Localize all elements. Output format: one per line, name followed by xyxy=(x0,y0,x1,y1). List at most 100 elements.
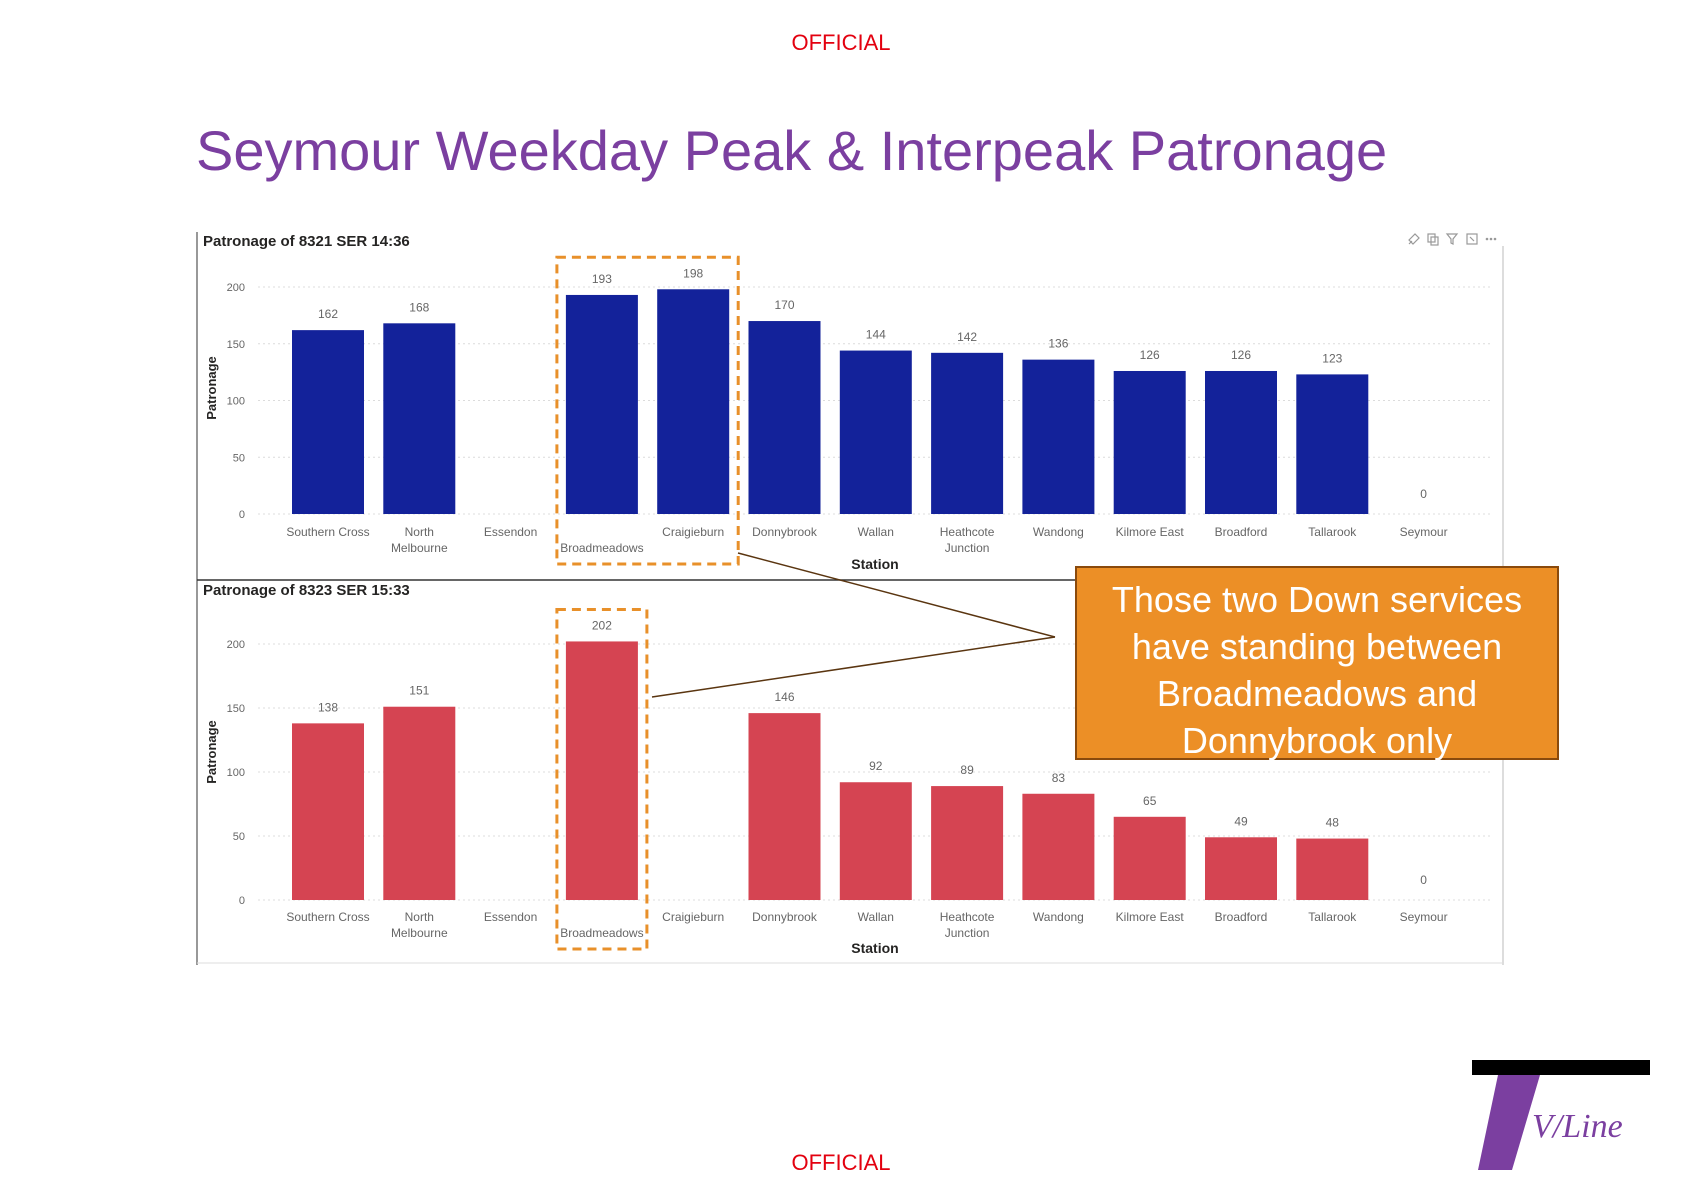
x-tick-label: Essendon xyxy=(484,525,537,539)
classification-label-top: OFFICIAL xyxy=(791,30,891,55)
x-tick-label: Junction xyxy=(945,926,990,940)
data-label: 170 xyxy=(774,298,794,312)
callout-pointer-line-2 xyxy=(651,636,1056,698)
x-tick-label: Donnybrook xyxy=(752,910,818,924)
chart-1: 0 50 100 150 200 162 Southern Cross 168 North Mel… xyxy=(227,255,1492,566)
callout-pointer-line-1 xyxy=(737,552,1056,638)
data-label: 126 xyxy=(1140,348,1160,362)
x-tick-label: Tallarook xyxy=(1308,910,1357,924)
bar-wandong[interactable] xyxy=(1022,793,1095,900)
bar-kilmore-east[interactable] xyxy=(1113,816,1186,900)
copy-icon[interactable] xyxy=(1427,233,1439,246)
data-label: 126 xyxy=(1231,348,1251,362)
data-label: 138 xyxy=(318,700,338,714)
bar-north-melbourne[interactable] xyxy=(383,706,456,900)
x-tick-label: Craigieburn xyxy=(662,525,724,539)
data-label: 123 xyxy=(1322,351,1342,365)
bar-broadford[interactable] xyxy=(1205,370,1277,514)
logo-t-mark xyxy=(1478,1075,1540,1170)
x-tick-label: Kilmore East xyxy=(1116,910,1185,924)
bar-tallarook[interactable] xyxy=(1296,838,1369,900)
x-tick-label: Broadmeadows xyxy=(560,541,643,555)
x-tick-label: Broadford xyxy=(1215,525,1268,539)
data-label: 89 xyxy=(960,763,974,777)
bar-broadford[interactable] xyxy=(1205,837,1277,900)
data-label: 142 xyxy=(957,330,977,344)
bar-craigieburn[interactable] xyxy=(657,289,730,514)
bar-north-melbourne[interactable] xyxy=(383,323,456,514)
data-label: 136 xyxy=(1048,337,1068,351)
y-tick-label: 150 xyxy=(227,703,245,715)
bar-southern-cross[interactable] xyxy=(292,723,364,900)
y-tick-label: 100 xyxy=(227,767,245,779)
more-options-icon[interactable] xyxy=(1485,237,1497,241)
data-label: 193 xyxy=(592,272,612,286)
filter-icon[interactable] xyxy=(1445,233,1459,245)
data-label: 202 xyxy=(592,618,612,632)
x-tick-label: Melbourne xyxy=(391,541,448,555)
y-tick-label: 100 xyxy=(227,396,245,408)
x-tick-label: Melbourne xyxy=(391,926,448,940)
x-tick-label: Kilmore East xyxy=(1116,525,1185,539)
bar-wandong[interactable] xyxy=(1022,359,1095,514)
chart-2-y-axis-label: Patronage xyxy=(204,720,219,784)
data-label: 144 xyxy=(866,328,886,342)
x-tick-label: Heathcote xyxy=(940,525,995,539)
y-tick-label: 0 xyxy=(239,509,245,521)
data-label: 168 xyxy=(409,300,429,314)
highlight-box xyxy=(555,607,649,951)
y-tick-label: 200 xyxy=(227,282,245,294)
bar-donnybrook[interactable] xyxy=(748,321,821,514)
data-label: 162 xyxy=(318,307,338,321)
y-tick-label: 0 xyxy=(239,895,245,907)
x-tick-label: Wallan xyxy=(858,910,894,924)
x-tick-label: Seymour xyxy=(1400,525,1448,539)
x-tick-label: Southern Cross xyxy=(286,525,369,539)
data-label: 146 xyxy=(774,690,794,704)
bar-tallarook[interactable] xyxy=(1296,374,1369,514)
x-tick-label: Heathcote xyxy=(940,910,995,924)
x-tick-label: North xyxy=(405,525,434,539)
y-tick-label: 200 xyxy=(227,639,245,651)
x-tick-label: North xyxy=(405,910,434,924)
data-label: 65 xyxy=(1143,794,1157,808)
x-tick-label: Broadmeadows xyxy=(560,926,643,940)
pin-icon[interactable] xyxy=(1408,233,1420,245)
y-tick-label: 50 xyxy=(233,452,245,464)
chart-2-title: Patronage of 8323 SER 15:33 xyxy=(203,582,410,599)
x-tick-label: Essendon xyxy=(484,910,537,924)
x-tick-label: Broadford xyxy=(1215,910,1268,924)
bar-wallan[interactable] xyxy=(839,782,912,900)
bar-southern-cross[interactable] xyxy=(292,330,364,514)
chart-1-y-axis-label: Patronage xyxy=(204,356,219,420)
x-tick-label: Wandong xyxy=(1033,525,1084,539)
bar-donnybrook[interactable] xyxy=(748,713,821,900)
bar-broadmeadows[interactable] xyxy=(565,294,638,514)
x-tick-label: Seymour xyxy=(1400,910,1448,924)
callout-box: Those two Down services have standing be… xyxy=(1075,566,1559,761)
data-label: 92 xyxy=(869,759,883,773)
bar-heathcote-junction[interactable] xyxy=(931,352,1004,514)
x-tick-label: Tallarook xyxy=(1308,525,1357,539)
vline-logo: V/Line xyxy=(1472,1060,1650,1170)
bar-kilmore-east[interactable] xyxy=(1113,370,1186,514)
x-tick-label: Junction xyxy=(945,541,990,555)
data-label: 48 xyxy=(1326,816,1340,830)
data-label: 83 xyxy=(1052,771,1066,785)
logo-wordmark: V/Line xyxy=(1532,1108,1623,1145)
bar-heathcote-junction[interactable] xyxy=(931,786,1004,900)
chart-1-title: Patronage of 8321 SER 14:36 xyxy=(203,233,410,250)
x-tick-label: Wandong xyxy=(1033,910,1084,924)
x-tick-label: Southern Cross xyxy=(286,910,369,924)
bar-broadmeadows[interactable] xyxy=(565,641,638,900)
bar-wallan[interactable] xyxy=(839,350,912,514)
x-tick-label: Wallan xyxy=(858,525,894,539)
focus-mode-icon[interactable] xyxy=(1466,233,1478,245)
x-tick-label: Craigieburn xyxy=(662,910,724,924)
chart-2: 0 50 100 150 200 138 Southern Cross 151 North Mel… xyxy=(227,607,1492,951)
data-label: 151 xyxy=(409,684,429,698)
chart-1-x-axis-label: Station xyxy=(851,556,898,572)
x-tick-label: Donnybrook xyxy=(752,525,818,539)
chart-2-x-axis-label: Station xyxy=(851,940,898,956)
